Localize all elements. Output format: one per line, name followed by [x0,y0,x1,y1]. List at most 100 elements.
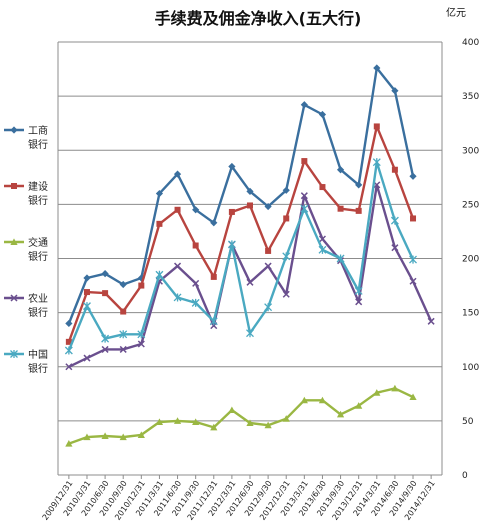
legend-label: 中国 [28,348,48,361]
point-marker [282,290,290,298]
point-marker [155,418,164,425]
y-tick-label: 0 [462,471,468,481]
point-marker [83,354,91,362]
point-marker [301,158,308,165]
point-marker [372,158,381,167]
legend-label: 银行 [28,306,48,319]
legend-label: 农业 [28,292,48,305]
series-2 [65,123,417,345]
point-marker [409,255,417,264]
point-marker [192,242,199,249]
point-marker [102,290,109,297]
point-marker [210,273,217,280]
point-marker [64,346,73,355]
point-marker [137,431,145,438]
y-tick-label: 300 [462,146,479,156]
point-marker [337,205,344,212]
point-marker [173,417,182,424]
point-marker [318,245,327,254]
point-marker [210,423,218,431]
point-marker [227,240,236,249]
y-tick-label: 100 [462,363,479,373]
series-line [67,161,415,351]
point-marker [119,345,127,353]
legend-label: 银行 [28,194,48,207]
point-marker [427,317,435,325]
y-tick-label: 400 [462,38,479,48]
point-marker [373,389,381,396]
point-marker [10,350,18,358]
chart-unit: 亿元 [446,6,466,19]
point-marker [264,202,272,211]
point-marker [336,166,345,174]
point-marker [355,298,363,306]
point-marker [354,286,363,295]
series-line [68,387,414,445]
point-marker [336,254,345,263]
point-marker [137,340,145,348]
point-marker [10,126,18,134]
point-marker [65,338,72,345]
point-marker [155,189,164,198]
point-marker [156,220,163,227]
point-marker [300,101,308,109]
point-marker [192,279,200,287]
series-line [67,66,415,324]
point-marker [409,172,417,180]
chart-title: 手续费及佣金净收入(五大行) [155,9,362,28]
point-marker [373,123,380,130]
point-marker [409,393,417,401]
point-marker [246,278,254,286]
point-marker [391,87,399,95]
point-marker [11,183,17,189]
point-marker [210,219,218,227]
point-marker [410,215,417,222]
point-marker [283,215,290,222]
point-marker [83,289,90,296]
point-marker [173,170,182,178]
point-marker [101,432,109,440]
point-marker [355,207,362,214]
point-marker [373,64,381,72]
point-marker [101,334,110,343]
legend-label: 交通 [28,236,48,249]
legend-label: 工商 [28,124,48,137]
point-marker [300,204,309,213]
point-marker [120,308,127,315]
point-marker [155,270,164,279]
point-marker [173,293,182,302]
point-marker [83,433,91,441]
legend-label: 建设 [28,180,48,193]
point-marker [83,302,91,311]
point-marker [264,303,273,312]
point-marker [264,421,272,429]
point-marker [83,274,91,282]
point-marker [282,186,290,194]
point-marker [391,384,399,392]
point-marker [264,262,272,270]
point-marker [318,110,327,119]
point-marker [10,238,18,245]
point-marker [246,419,254,427]
point-marker [247,202,253,209]
y-tick-label: 150 [462,309,479,319]
point-marker [355,402,363,409]
point-marker [119,330,128,339]
point-marker [319,184,326,191]
series-group [64,64,435,447]
point-marker [391,244,399,252]
point-marker [355,181,363,189]
point-marker [246,187,254,195]
point-marker [300,192,308,200]
point-marker [409,277,417,285]
point-marker [101,270,109,278]
point-marker [101,345,109,353]
